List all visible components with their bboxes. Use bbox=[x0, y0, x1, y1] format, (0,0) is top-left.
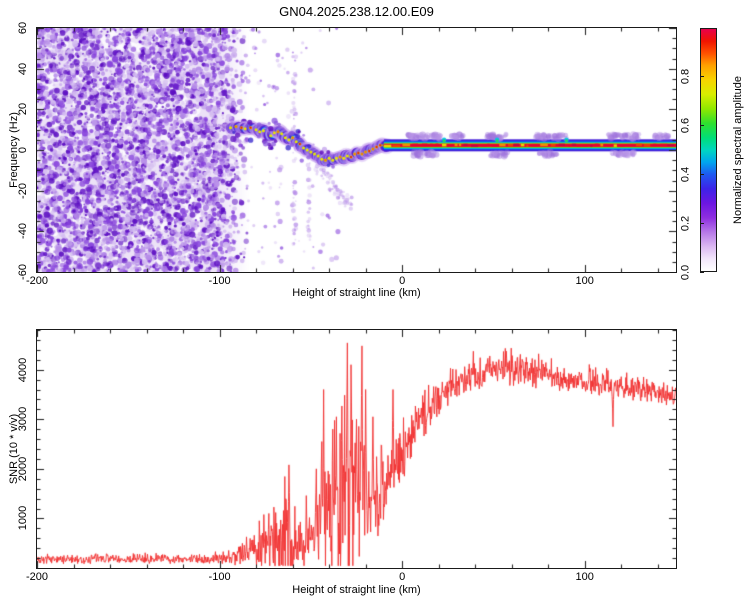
spectrogram-x-tick-label: -200 bbox=[25, 275, 49, 287]
spectrogram-x-tick-label: 0 bbox=[399, 275, 406, 287]
spectrogram-y-tick-label: -20 bbox=[17, 182, 29, 199]
colorbar-tick-label: 0.2 bbox=[679, 215, 692, 231]
snr-y-tick-label: 1000 bbox=[17, 506, 29, 531]
spectrogram-y-tick-label: 60 bbox=[17, 21, 29, 35]
colorbar-tickmark bbox=[700, 125, 704, 127]
colorbar-tick-label: 0.6 bbox=[679, 117, 692, 134]
colorbar-tickmark bbox=[700, 173, 704, 175]
snr-canvas bbox=[36, 329, 677, 569]
spectrogram-y-tick-label: -60 bbox=[17, 264, 29, 280]
spectrogram-y-tick-label: -40 bbox=[17, 223, 29, 240]
snr-y-tick-label: 2000 bbox=[17, 456, 29, 482]
snr-y-tick-label: 4000 bbox=[17, 357, 29, 382]
spectrogram-canvas bbox=[36, 27, 677, 273]
colorbar-tickmark bbox=[700, 76, 704, 78]
colorbar bbox=[700, 28, 717, 272]
snr-y-tick-label: 3000 bbox=[17, 407, 29, 432]
spectrogram-y-tick-label: 0 bbox=[17, 146, 29, 154]
colorbar-label: Normalized spectral amplitude bbox=[732, 76, 744, 224]
colorbar-tickmark bbox=[700, 222, 704, 224]
snr-x-tick-label: 100 bbox=[575, 571, 594, 583]
snr-x-tick-label: 0 bbox=[399, 571, 406, 583]
colorbar-tick-label: 0.8 bbox=[679, 69, 692, 85]
colorbar-tickmark bbox=[700, 271, 704, 273]
spectrogram-xlabel: Height of straight line (km) bbox=[292, 287, 421, 299]
spectrogram-y-tick-label: 40 bbox=[17, 62, 29, 75]
spectrogram-y-tick-label: 20 bbox=[17, 103, 29, 116]
snr-xlabel: Height of straight line (km) bbox=[292, 584, 421, 596]
snr-x-tick-label: -100 bbox=[208, 571, 231, 583]
spectrogram-x-tick-label: -100 bbox=[208, 275, 231, 287]
colorbar-tick-label: 0.4 bbox=[679, 166, 692, 183]
spectrogram-x-tick-label: 100 bbox=[575, 275, 594, 287]
snr-x-tick-label: -200 bbox=[25, 571, 49, 583]
colorbar-tick-label: 0.0 bbox=[679, 264, 692, 280]
page-title: GN04.2025.238.12.00.E09 bbox=[279, 4, 434, 19]
